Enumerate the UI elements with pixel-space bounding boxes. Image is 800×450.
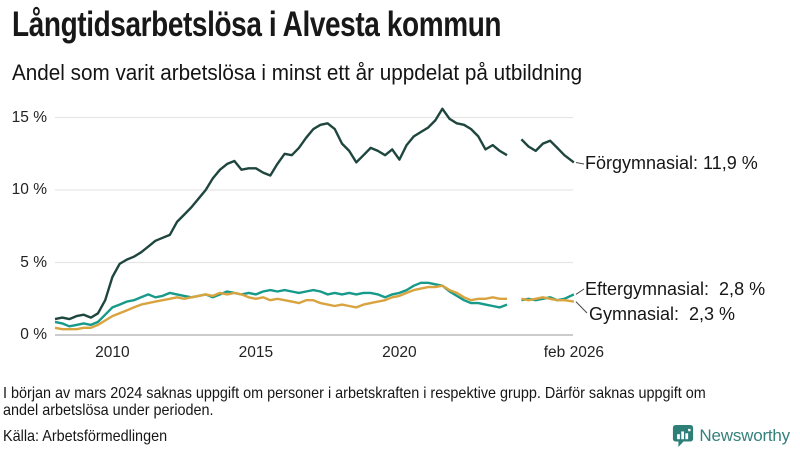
series-label-gymnasial: Gymnasial: 2,3 % [589, 304, 736, 324]
label-connector-gymnasial [575, 301, 588, 314]
newsworthy-wordmark: Newsworthy [699, 426, 790, 445]
newsworthy-logo-icon [672, 424, 694, 448]
chart-subtitle: Andel som varit arbetslösa i minst ett å… [12, 60, 583, 85]
x-tick-label-feb-2026: feb 2026 [543, 344, 605, 361]
label-connector-eftergymnasial [575, 288, 585, 295]
x-tick-label-2010: 2010 [95, 344, 130, 361]
series-label-forgymnasial: Förgymnasial: 11,9 % [585, 153, 758, 173]
footnote-line-1: I början av mars 2024 saknas uppgift om … [3, 385, 706, 402]
page-title: Långtidsarbetslösa i Alvesta kommun [12, 5, 502, 44]
y-tick-label-10: 10 % [11, 181, 47, 198]
label-connector-förgymnasial [575, 161, 585, 165]
footnote-line-2: andel arbetslösa under perioden. [3, 402, 214, 419]
series-label-eftergymnasial: Eftergymnasial: 2,8 % [585, 279, 766, 299]
x-tick-label-2015: 2015 [238, 344, 274, 361]
series-line-eftergymnasial [54, 281, 575, 328]
series-line-gymnasial [54, 284, 575, 331]
x-tick-label-2020: 2020 [382, 344, 417, 361]
series-line-förgymnasial [54, 107, 575, 321]
newsworthy-brand-link[interactable]: Newsworthy [672, 424, 790, 448]
source-credit: Källa: Arbetsförmedlingen [3, 428, 168, 445]
y-tick-label-0: 0 % [20, 326, 47, 343]
y-tick-label-5: 5 % [20, 253, 47, 271]
y-tick-label-15: 15 % [11, 108, 47, 126]
